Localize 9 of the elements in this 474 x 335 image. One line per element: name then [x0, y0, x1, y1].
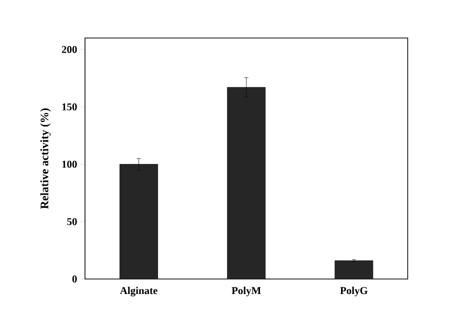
- y-tick-label: 150: [62, 103, 77, 110]
- y-tick-label: 50: [67, 218, 77, 226]
- y-tick-label: 100: [62, 160, 77, 168]
- x-tick-label: Alginate: [120, 286, 158, 296]
- y-axis-title: Relative activity (%): [40, 108, 51, 209]
- x-tick-label: PolyG: [340, 286, 368, 296]
- x-tick-label: PolyM: [232, 286, 261, 296]
- y-tick-label: 200: [62, 46, 77, 54]
- y-tick-label: 0: [72, 275, 77, 283]
